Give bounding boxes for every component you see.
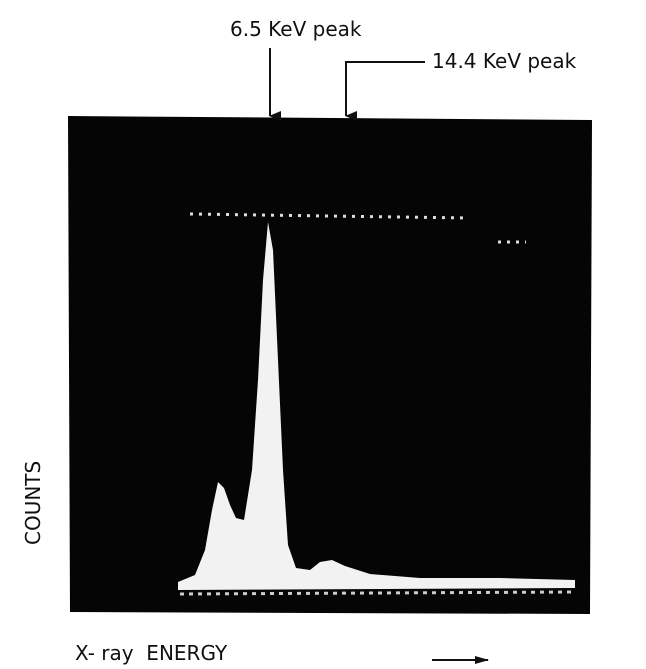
spectrum: [178, 222, 575, 590]
x-axis-label: X- ray ENERGY: [75, 641, 228, 665]
scope-screen: [68, 116, 592, 614]
annotation: 14.4 KeV peak: [432, 49, 577, 73]
dotted-trace: [189, 212, 526, 244]
baseline-noise: [179, 590, 573, 596]
y-axis-label: COUNTS: [21, 461, 45, 545]
arrow: [345, 61, 425, 121]
annotation: 6.5 KeV peak: [230, 17, 362, 41]
